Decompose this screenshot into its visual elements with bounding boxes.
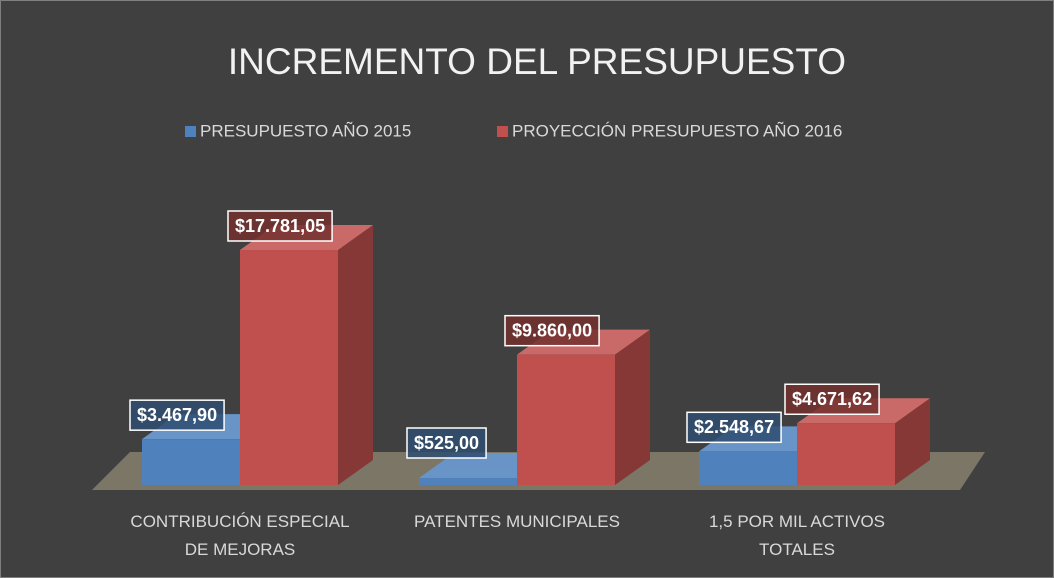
x-tick-label: 1,5 POR MIL ACTIVOS TOTALES: [708, 512, 886, 559]
data-label-box: [686, 411, 782, 444]
legend-label: PRESUPUESTO AÑO 2015: [200, 121, 411, 140]
bar-front: [142, 439, 240, 485]
data-label-box: [227, 210, 333, 242]
legend-swatch: [497, 126, 508, 137]
bar-side: [338, 225, 373, 485]
bar-front: [699, 451, 797, 485]
bar-front: [240, 250, 338, 485]
bar-front: [797, 423, 895, 485]
data-label-box: [129, 399, 225, 431]
data-label-box: [784, 383, 880, 416]
data-label: $9.860,00: [512, 320, 592, 340]
bar: [517, 329, 650, 485]
bar-front: [517, 354, 615, 485]
data-label: $525,00: [414, 433, 479, 453]
data-label: $4.671,62: [792, 389, 872, 409]
bar-front: [419, 478, 517, 485]
bar: [240, 225, 373, 485]
data-label-box: [504, 314, 600, 347]
data-label: $17.781,05: [235, 216, 325, 236]
legend-label: PROYECCIÓN PRESUPUESTO AÑO 2016: [512, 121, 842, 140]
data-label-box: [406, 427, 487, 459]
x-tick-label: PATENTES MUNICIPALES: [414, 512, 620, 531]
bar-side: [615, 329, 650, 485]
bar-side: [895, 398, 930, 485]
data-label: $3.467,90: [137, 405, 217, 425]
x-tick-label: CONTRIBUCIÓN ESPECIAL DE MEJORAS: [130, 512, 350, 559]
legend-swatch: [185, 126, 196, 137]
chart-title: INCREMENTO DEL PRESUPUESTO: [228, 41, 846, 82]
data-label: $2.548,67: [694, 417, 774, 437]
